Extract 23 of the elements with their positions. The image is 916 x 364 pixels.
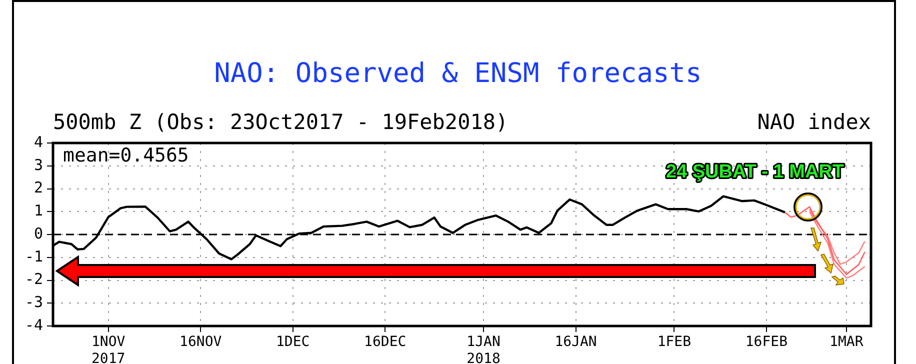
annotation: 24 ŞUBAT - 1 MART	[666, 162, 844, 183]
y-tick-label: 2	[34, 178, 43, 197]
y-tick-label: 3	[34, 156, 43, 174]
y-tick-label: -2	[24, 270, 43, 288]
y-tick-label: 0	[34, 224, 43, 242]
chart-title: NAO: Observed & ENSM forecasts	[213, 58, 703, 89]
y-axis-title: NAO index	[757, 110, 871, 134]
x-tick-label: 1FEB	[657, 334, 692, 350]
x-tick-label: 1NOV 2017	[91, 334, 126, 364]
chart-subtitle: 500mb Z (Obs: 23Oct2017 - 19Feb2018)	[53, 110, 508, 134]
y-tick-label: -1	[24, 247, 43, 266]
x-tick-label: 16NOV	[180, 334, 222, 350]
annotation: mean=0.4565	[63, 144, 189, 166]
x-tick-label: 16JAN	[554, 334, 597, 350]
x-tick-label: 16FEB	[745, 334, 788, 350]
y-tick-label: -3	[24, 293, 43, 312]
y-tick-label: 1	[34, 202, 43, 220]
y-tick-label: -4	[24, 316, 43, 334]
x-tick-label: 16DEC	[364, 334, 406, 350]
x-tick-label: 1JAN 2018	[466, 334, 500, 364]
x-tick-label: 1MAR	[830, 334, 864, 350]
x-tick-label: 1DEC	[276, 334, 310, 350]
y-tick-label: 4	[34, 132, 43, 151]
